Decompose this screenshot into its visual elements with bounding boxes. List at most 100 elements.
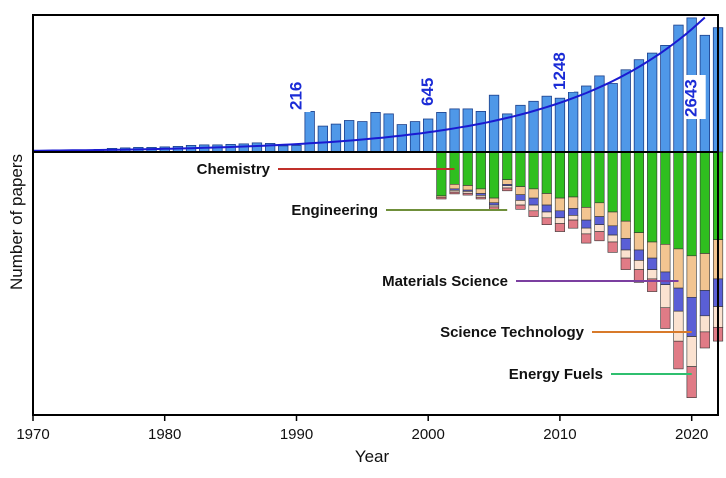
- count-label-2010: 1248: [550, 52, 569, 90]
- stack-chemistry-2012: [581, 151, 592, 208]
- stack-chemistry-2013: [594, 151, 605, 204]
- total-bar-2004: [475, 111, 487, 153]
- stack-engineering-2007: [515, 186, 526, 196]
- total-bar-1986: [238, 143, 249, 153]
- stack-chemistry-2009: [541, 151, 552, 194]
- stack-engineering-2013: [594, 202, 605, 217]
- stack-science-technology-2018: [660, 284, 671, 309]
- stack-energy-fuels-2004: [475, 196, 486, 200]
- stack-science-technology-2017: [647, 269, 658, 280]
- stack-engineering-2019: [673, 248, 684, 289]
- total-bar-2009: [541, 95, 552, 153]
- stack-chemistry-2018: [660, 151, 671, 245]
- stack-engineering-2002: [449, 184, 460, 190]
- stack-materials-science-2009: [541, 204, 552, 213]
- count-label-2020: 2643: [682, 79, 701, 117]
- stack-engineering-2009: [541, 193, 552, 206]
- stack-chemistry-2010: [554, 151, 566, 199]
- plot-frame: [32, 14, 719, 416]
- stack-science-technology-2003: [462, 191, 473, 194]
- stack-energy-fuels-2009: [541, 217, 552, 226]
- stack-chemistry-2007: [515, 151, 526, 187]
- stack-engineering-2015: [620, 220, 631, 239]
- stack-chemistry-2006: [502, 151, 513, 181]
- stack-chemistry-2015: [620, 151, 631, 222]
- stack-energy-fuels-2010: [554, 223, 566, 232]
- stack-chemistry-2016: [633, 151, 645, 233]
- x-tick-label-2000: 2000: [412, 426, 445, 443]
- stack-engineering-2017: [647, 241, 658, 259]
- stack-materials-science-2004: [475, 193, 486, 196]
- stack-engineering-2020: [686, 255, 697, 298]
- stack-materials-science-2015: [620, 238, 631, 251]
- stack-energy-fuels-2016: [633, 269, 645, 283]
- x-tick-label-2020: 2020: [675, 426, 708, 443]
- total-bar-1995: [357, 121, 368, 153]
- stack-science-technology-2011: [568, 215, 579, 221]
- category-label-engineering: Engineering: [291, 202, 378, 219]
- total-bar-1987: [251, 142, 263, 153]
- stack-engineering-2003: [462, 185, 473, 191]
- x-axis-title: Year: [355, 447, 390, 466]
- y-axis-title: Number of papers: [7, 154, 26, 290]
- stack-energy-fuels-2013: [594, 231, 605, 242]
- total-bar-2003: [462, 108, 473, 153]
- stack-materials-science-2011: [568, 208, 579, 216]
- x-tick-label-2010: 2010: [543, 426, 576, 443]
- stack-engineering-2004: [475, 188, 486, 194]
- stack-materials-science-2010: [554, 210, 566, 219]
- stack-science-technology-2019: [673, 310, 684, 342]
- stack-science-technology-2016: [633, 260, 645, 270]
- stack-science-technology-2006: [502, 185, 513, 189]
- total-bar-2002: [449, 108, 460, 153]
- stack-energy-fuels-2001: [436, 196, 447, 200]
- total-bar-2007: [515, 104, 526, 153]
- stack-energy-fuels-2012: [581, 233, 592, 244]
- stack-materials-science-2012: [581, 219, 592, 229]
- total-bar-2005: [488, 94, 500, 153]
- total-bar-2011: [568, 91, 579, 153]
- stack-energy-fuels-2014: [607, 241, 618, 253]
- stack-engineering-2005: [488, 197, 500, 204]
- stack-materials-science-2005: [488, 202, 500, 206]
- x-tick-label-1990: 1990: [280, 426, 313, 443]
- stack-chemistry-2019: [673, 151, 684, 250]
- total-bar-1998: [396, 124, 408, 153]
- count-label-bg-2020: [685, 75, 706, 119]
- x-tick-label-1980: 1980: [148, 426, 181, 443]
- total-bar-1993: [330, 123, 342, 153]
- stack-engineering-2016: [633, 232, 645, 251]
- stack-materials-science-2017: [647, 257, 658, 270]
- total-bar-2001: [436, 112, 447, 153]
- stack-energy-fuels-2015: [620, 257, 631, 270]
- stack-chemistry-2021: [699, 151, 710, 254]
- count-annotations: 216 645 1248 2643: [287, 48, 706, 119]
- stack-chemistry-2004: [475, 151, 486, 190]
- stack-energy-fuels-2020: [686, 366, 697, 399]
- stack-chemistry-2001: [436, 151, 447, 197]
- stack-energy-fuels-2002: [449, 191, 460, 195]
- stack-chemistry-2005: [488, 151, 500, 199]
- stack-energy-fuels-2003: [462, 193, 473, 196]
- stack-engineering-2012: [581, 207, 592, 221]
- total-bar-2016: [633, 59, 645, 153]
- stack-energy-fuels-2007: [515, 204, 526, 210]
- category-leader-lines: [278, 168, 692, 375]
- total-bar-2000: [422, 118, 434, 153]
- count-label-bg-1990: [290, 78, 311, 112]
- category-label-chemistry: Chemistry: [197, 161, 271, 178]
- count-label-1990: 216: [287, 82, 306, 110]
- total-bar-2017: [647, 52, 658, 153]
- stack-energy-fuels-2006: [502, 187, 513, 192]
- stack-materials-science-2019: [673, 287, 684, 312]
- stack-science-technology-2020: [686, 336, 697, 367]
- stack-materials-science-2014: [607, 225, 618, 236]
- stack-science-technology-2014: [607, 234, 618, 243]
- x-axis-ticks: 1970 1980 1990 2000 2010 2020: [16, 415, 708, 443]
- total-bar-1996: [370, 112, 381, 153]
- stack-engineering-2008: [528, 188, 539, 199]
- total-bar-1999: [409, 121, 421, 153]
- stack-materials-science-2008: [528, 197, 539, 206]
